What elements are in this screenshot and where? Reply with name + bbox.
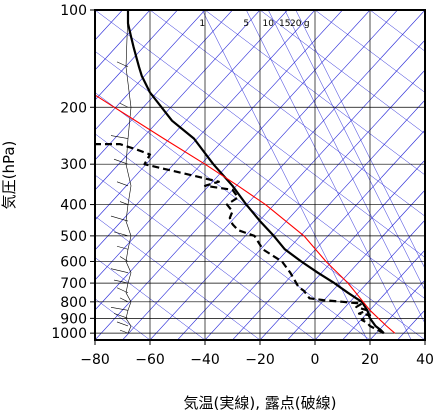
isotherm-line: [314, 219, 425, 340]
wind-barb: [113, 279, 129, 284]
isotherm-line: [95, 10, 178, 101]
wind-profile: [110, 10, 132, 334]
wind-barb: [119, 103, 129, 108]
mixing-ratio-line: [284, 10, 425, 292]
x-tick-label: −60: [135, 352, 165, 368]
adiabat-line: [204, 10, 425, 176]
adiabat-line: [314, 10, 425, 93]
isotherm-line: [397, 309, 425, 340]
x-tick-label: −80: [80, 352, 110, 368]
wind-barb: [113, 231, 129, 237]
x-tick-label: 0: [311, 352, 320, 368]
y-tick-label: 100: [60, 3, 87, 19]
isotherm-line: [95, 10, 398, 340]
mixing-ratio-label: 5: [243, 19, 249, 29]
x-tick-label: 40: [416, 352, 434, 368]
adiabat-line: [95, 133, 371, 340]
mixing-ratio-line: [268, 10, 425, 325]
mixing-ratio-line: [295, 10, 425, 270]
wind-barb: [116, 181, 129, 187]
mixing-ratio-labels: 1 5 10 15 20 g: [199, 19, 309, 29]
wind-barb: [116, 245, 129, 250]
isotherm-line: [369, 279, 425, 340]
y-axis-title: 気圧(hPa): [0, 141, 18, 210]
wind-barb: [110, 268, 129, 273]
x-axis-ticks: −80 −60 −40 −20 0 20 40: [80, 340, 434, 368]
isotherm-line: [95, 10, 288, 221]
isotherm-line: [149, 39, 425, 340]
isotherm-line: [95, 10, 151, 71]
isotherm-line: [259, 159, 425, 340]
wind-barb: [110, 307, 129, 311]
y-tick-label: 600: [60, 254, 87, 270]
wind-barb: [113, 158, 129, 165]
series-line-2: [95, 141, 385, 335]
wind-barb: [119, 256, 129, 262]
x-axis-title: 気温(実線), 露点(破線): [184, 394, 337, 412]
isotherm-line: [95, 10, 233, 161]
isotherm-line: [232, 129, 425, 340]
wind-profile-line: [125, 10, 132, 334]
isotherm-line: [122, 10, 425, 340]
grid-lines: [95, 10, 425, 340]
mixing-ratio-label: g: [304, 19, 310, 29]
x-tick-label: 20: [361, 352, 379, 368]
isotherm-line: [204, 99, 425, 340]
y-tick-label: 900: [60, 311, 87, 327]
adiabat-line: [259, 10, 425, 135]
adiabat-line: [95, 174, 316, 340]
y-tick-label: 700: [60, 276, 87, 292]
wind-barb: [119, 201, 129, 205]
wind-barb: [119, 329, 129, 334]
y-tick-label: 200: [60, 100, 87, 116]
mixing-ratio-label: 10: [263, 19, 275, 29]
adiabat-line: [95, 257, 206, 340]
isotherm-line: [342, 249, 425, 340]
mixing-ratio-label: 15: [279, 19, 290, 29]
wind-barb: [110, 215, 129, 222]
y-tick-label: 800: [60, 295, 87, 311]
adiabat-line: [95, 50, 425, 300]
mixing-ratio-line: [246, 10, 412, 340]
adiabat-line: [424, 10, 425, 11]
mixing-ratio-label: 20: [290, 19, 302, 29]
y-tick-label: 400: [60, 198, 87, 214]
wind-barb: [110, 135, 129, 139]
isotherm-line: [95, 10, 316, 251]
mixing-ratio-label: 1: [199, 19, 205, 29]
wind-barb: [116, 321, 129, 327]
isotherm-line: [95, 10, 261, 191]
wind-barb: [116, 61, 129, 68]
series-line-3: [95, 94, 396, 334]
isotherm-line: [95, 10, 371, 311]
isotherm-line: [95, 10, 206, 131]
wind-barb: [116, 287, 129, 294]
y-tick-label: 1000: [51, 326, 87, 342]
y-tick-label: 300: [60, 157, 87, 173]
x-tick-label: −20: [245, 352, 275, 368]
y-tick-label: 500: [60, 229, 87, 245]
x-tick-label: −40: [190, 352, 220, 368]
mixing-ratio-line: [202, 10, 368, 340]
adiabat-line: [149, 10, 425, 217]
sounding-series: [95, 10, 396, 335]
isotherm-line: [424, 339, 425, 340]
wind-barb: [113, 313, 129, 319]
wind-barb: [119, 297, 129, 303]
adiabat-line: [95, 215, 261, 340]
